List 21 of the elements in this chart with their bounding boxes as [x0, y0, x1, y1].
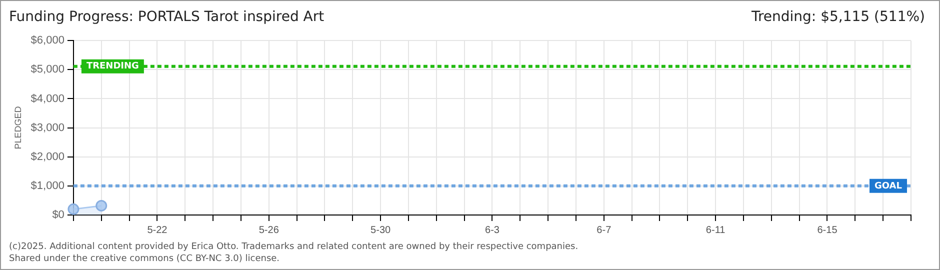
x-tick-label: 6-11: [706, 224, 726, 236]
text: Shared under the creative commons (CC BY-NC 3.0) license.: [9, 254, 280, 264]
chart-subtitle: Trending: $5,115 (511%): [751, 9, 925, 25]
y-axis-title: PLEDGED: [12, 106, 23, 150]
y-tick-label: $5,000: [30, 64, 64, 76]
y-tick-label: $0: [52, 209, 64, 222]
ref-line-label: TRENDING: [86, 62, 139, 72]
x-tick-label: 5-22: [147, 224, 168, 236]
x-tick-label: 6-7: [596, 224, 612, 236]
y-tick-label: $2,000: [30, 150, 64, 163]
y-tick-label: $4,000: [30, 92, 64, 105]
y-tick-label: $3,000: [30, 122, 64, 134]
y-tick-label: $6,000: [30, 34, 64, 47]
text: (c)2025. Additional content provided by Erica Otto. Trademarks and related content are owned by their respective companies.: [9, 242, 578, 252]
x-tick-label: 6-15: [817, 224, 838, 236]
x-tick-label: 6-3: [484, 224, 500, 236]
ref-line-label: GOAL: [874, 181, 902, 192]
x-tick-label: 5-26: [258, 224, 280, 236]
y-tick-label: $1,000: [30, 180, 64, 192]
chart-title: Funding Progress: PORTALS Tarot inspired Art: [9, 9, 324, 25]
x-tick-label: 5-30: [370, 224, 391, 236]
